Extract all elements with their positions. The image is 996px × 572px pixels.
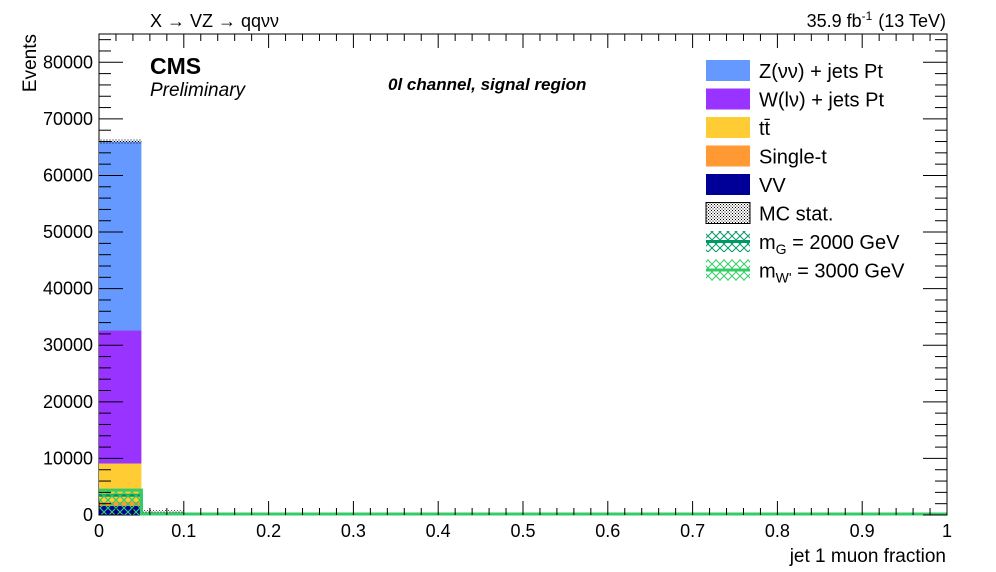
x-tick-label: 0.7 (680, 521, 705, 541)
legend-label: mW' = 3000 GeV (759, 261, 905, 286)
legend-label: Single-t (759, 147, 827, 169)
x-tick-label: 0.6 (595, 521, 620, 541)
status-label: Preliminary (150, 80, 247, 101)
y-tick-label: 30000 (43, 335, 93, 355)
y-tick-label: 20000 (43, 392, 93, 412)
y-tick-label: 10000 (43, 448, 93, 468)
lumi-value: 35.9 fb (807, 11, 862, 31)
x-tick-label: 0.3 (341, 521, 366, 541)
legend-swatch (706, 117, 750, 138)
x-axis-title: jet 1 muon fraction (789, 546, 946, 567)
legend-label: Z(νν) + jets Pt (759, 61, 883, 83)
legend-swatch (706, 145, 750, 167)
y-axis-title: Events (20, 34, 41, 92)
signal-histograms (99, 488, 947, 516)
legend-swatch (706, 174, 750, 195)
x-tick-label: 0.5 (510, 521, 535, 541)
region-label: 0l channel, signal region (388, 75, 586, 94)
x-tick-label: 0.1 (171, 521, 196, 541)
signal-1-line (99, 488, 947, 516)
lumi-label: 35.9 fb-1 (13 TeV) (807, 9, 946, 31)
legend: Z(νν) + jets Pt W(lν) + jets Pt tt̄ Single-… (705, 60, 905, 286)
legend-entry-5: MC stat. (705, 202, 833, 226)
legend-entry-2: tt̄ (706, 117, 771, 140)
legend-swatch (706, 60, 750, 81)
legend-label: VV (759, 175, 786, 197)
y-tick-label: 50000 (43, 222, 93, 242)
y-tick-label: 40000 (43, 279, 93, 299)
bar-3-bin-0 (99, 330, 142, 464)
legend-label: W(lν) + jets Pt (759, 90, 884, 112)
y-tick-label: 0 (83, 505, 93, 525)
experiment-label: CMS (150, 53, 201, 79)
x-tick-label: 0.8 (765, 521, 790, 541)
x-axis-ticks: 0 0.1 0.2 0.3 0.4 0.5 0.6 0.7 0.8 0.9 1 (94, 34, 952, 541)
legend-entry-1: W(lν) + jets Pt (706, 88, 884, 112)
legend-entry-6: mG = 2000 GeV (706, 231, 900, 257)
legend-entry-7: mW' = 3000 GeV (706, 259, 905, 286)
x-tick-label: 0.4 (426, 521, 451, 541)
mc-stat-band-bin-0 (99, 139, 142, 144)
process-label: X → VZ → qqνν (150, 11, 279, 31)
legend-entry-0: Z(νν) + jets Pt (706, 60, 883, 83)
x-tick-label: 1 (942, 521, 952, 541)
y-tick-label: 70000 (43, 109, 93, 129)
signal-1-hatch (99, 490, 142, 515)
legend-swatch (706, 88, 750, 110)
lumi-exponent: -1 (862, 9, 873, 23)
legend-entry-3: Single-t (706, 145, 827, 169)
y-tick-label: 60000 (43, 165, 93, 185)
mc-stat-band-bin-1 (141, 510, 184, 515)
legend-label: tt̄ (759, 118, 771, 140)
x-tick-label: 0.2 (256, 521, 281, 541)
x-tick-label: 0.9 (850, 521, 875, 541)
legend-label: mG = 2000 GeV (759, 232, 900, 257)
legend-label: MC stat. (759, 204, 833, 226)
y-tick-label: 80000 (43, 52, 93, 72)
x-tick-label: 0 (94, 521, 104, 541)
legend-swatch (705, 202, 751, 224)
legend-entry-4: VV (706, 174, 786, 197)
y-axis-ticks: 0 10000 20000 30000 40000 50000 60000 70000 8000… (43, 39, 947, 525)
bar-4-bin-0 (99, 141, 142, 331)
energy-label: (13 TeV) (878, 11, 946, 31)
